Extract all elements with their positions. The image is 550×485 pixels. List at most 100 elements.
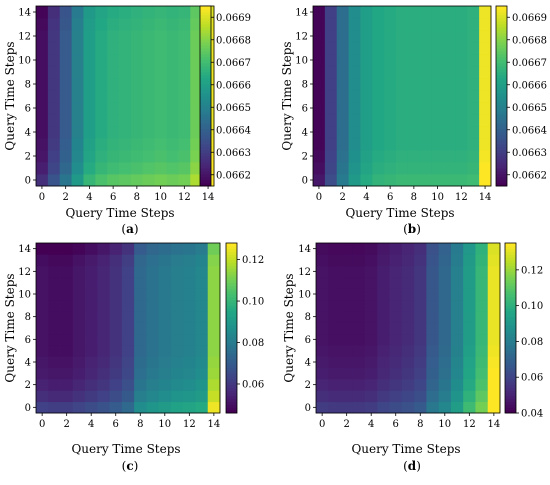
heatmap-cell [475, 333, 489, 346]
heatmap-cell [352, 356, 366, 369]
heatmap-cell [377, 379, 390, 391]
heatmap-cell [360, 66, 373, 79]
heatmap-cell [414, 288, 427, 301]
heatmap-cell [72, 277, 86, 289]
heatmap-cell [316, 401, 329, 414]
colorbar-segment [496, 54, 507, 58]
heatmap-cell [438, 401, 452, 414]
heatmap-cell [316, 379, 329, 391]
colorbar-segment [496, 84, 507, 88]
heatmap-cell [97, 322, 110, 335]
x-axis-label: Query Time Steps [65, 206, 174, 220]
colorbar-segment [505, 271, 516, 275]
heatmap-cell [372, 54, 385, 67]
colorbar-tick-label: 0.0662 [512, 170, 547, 181]
heatmap-cell [365, 322, 378, 335]
heatmap-cell [475, 379, 489, 391]
heatmap-cell [352, 243, 366, 255]
heatmap-cell [107, 66, 120, 79]
heatmap-cell [313, 126, 326, 139]
heatmap-cell [154, 30, 167, 43]
colorbar-segment [496, 9, 507, 13]
heatmap-cell [389, 288, 403, 301]
heatmap-cell [158, 299, 172, 312]
colorbar-segment [496, 48, 507, 52]
x-tick-label: 4 [86, 192, 92, 203]
heatmap-cell [384, 78, 397, 91]
colorbar-tick-label: 0.0666 [512, 80, 547, 91]
heatmap-cell [121, 254, 135, 267]
heatmap-cell [109, 299, 123, 312]
heatmap-cell [365, 277, 378, 289]
heatmap-cell [328, 379, 341, 391]
heatmap-cell [396, 6, 409, 19]
heatmap-cell [207, 322, 221, 335]
heatmap-cell [396, 126, 409, 139]
colorbar-segment [200, 90, 211, 94]
heatmap-cell [396, 30, 409, 43]
heatmap-cell [85, 345, 98, 357]
heatmap-cell [407, 42, 421, 55]
heatmap-cell [328, 299, 341, 312]
heatmap-cell [316, 390, 329, 403]
heatmap-cell [365, 367, 378, 380]
heatmap-cell [360, 42, 373, 55]
heatmap-cell [360, 6, 373, 19]
colorbar-segment [496, 168, 507, 172]
colorbar-segment [496, 165, 507, 169]
y-tick-label: 6 [25, 104, 31, 115]
heatmap-cell [340, 243, 354, 255]
heatmap-cell [36, 379, 49, 391]
heatmap-cell [328, 254, 341, 267]
heatmap-cell [340, 277, 354, 289]
colorbar-segment [200, 159, 211, 163]
colorbar-segment [226, 410, 237, 414]
heatmap-cell [166, 54, 179, 67]
heatmap-cell [438, 299, 452, 312]
heatmap-cell [467, 174, 480, 187]
colorbar-segment [200, 123, 211, 127]
heatmap-cell [328, 356, 341, 369]
heatmap-cell [121, 288, 135, 301]
heatmap-cell [389, 367, 403, 380]
heatmap-cell [377, 390, 390, 403]
heatmap-cell [479, 138, 492, 151]
colorbar-segment [496, 6, 507, 10]
heatmap-cell [455, 126, 468, 139]
heatmap-cell [72, 367, 86, 380]
heatmap-cell [154, 18, 167, 31]
heatmap-cell [414, 379, 427, 391]
heatmap-cell [158, 288, 172, 301]
heatmap-cell [414, 333, 427, 346]
heatmap-cell [401, 390, 415, 403]
colorbar-segment [226, 342, 237, 346]
heatmap-cell [475, 277, 489, 289]
y-tick-label: 12 [298, 267, 311, 278]
heatmap-cell [154, 54, 167, 67]
heatmap-cell [59, 138, 72, 151]
heatmap-cell [431, 126, 444, 139]
x-tick-label: 8 [137, 419, 143, 430]
heatmap-cell [407, 90, 421, 103]
heatmap-cell [170, 356, 184, 369]
colorbar-segment [505, 362, 516, 366]
heatmap-cell [47, 138, 61, 151]
colorbar-segment [496, 108, 507, 112]
heatmap-cell [463, 322, 476, 335]
heatmap-cell [340, 367, 354, 380]
heatmap-cell [134, 265, 147, 278]
heatmap-cell [47, 30, 61, 43]
heatmap-cell [401, 265, 415, 278]
heatmap-cell [119, 90, 132, 103]
heatmap-cell [372, 138, 385, 151]
heatmap-cell [396, 18, 409, 31]
heatmap-cell [348, 42, 361, 55]
heatmap-cell [170, 367, 184, 380]
colorbar-segment [226, 243, 237, 247]
heatmap-cell [401, 333, 415, 346]
heatmap-cell [340, 254, 354, 267]
x-tick-label: 10 [154, 192, 167, 203]
heatmap-cell [146, 356, 160, 369]
heatmap-cell [328, 277, 341, 289]
heatmap-cell [352, 379, 366, 391]
